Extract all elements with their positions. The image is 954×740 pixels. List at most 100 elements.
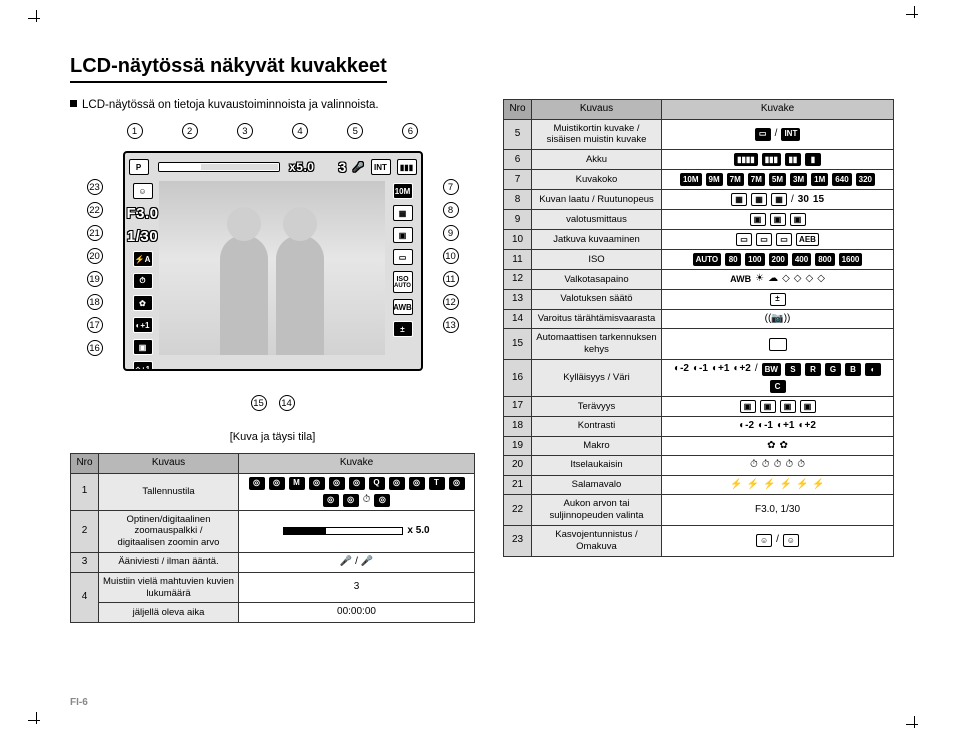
mode-icon: ◎ (409, 477, 425, 490)
cell-kuvaus: Kasvojentunnistus /Omakuva (532, 525, 662, 556)
cell-kuvake: ◎◎M◎◎◎Q◎◎T◎◎◎⏱◎ (239, 473, 475, 510)
lcd-photo (159, 181, 385, 355)
callout-number: 1 (127, 123, 143, 139)
left-reference-table: Nro Kuvaus Kuvake 1 Tallennustila ◎◎M◎◎◎… (70, 453, 475, 623)
mode-icon: 1M (811, 173, 828, 186)
cell-kuvaus: Kontrasti (532, 417, 662, 437)
cell-kuvaus: Varoitus tärähtämisvaarasta (532, 309, 662, 329)
metering-icon: ▣ (790, 213, 806, 226)
callout-number: 2 (182, 123, 198, 139)
icon-strip: ▮▮▮▮▮▮▮▮▮▮ (666, 153, 889, 166)
page-title: LCD-näytössä näkyvät kuvakkeet (70, 55, 387, 83)
sharpness-icon: ▣ (780, 400, 796, 413)
mode-icon: 320 (856, 173, 875, 186)
cell-nro: 11 (504, 250, 532, 270)
macro-icon: ✿ (767, 440, 775, 453)
timer-icon: ⏱ (750, 459, 758, 472)
table-row: 19 Makro ✿✿ (504, 436, 894, 456)
wb-icon: ☁ (768, 273, 778, 286)
cell-nro: 16 (504, 360, 532, 397)
memory-icon: INT (371, 159, 391, 175)
callout-number: 15 (251, 395, 267, 411)
callout-number: 10 (443, 248, 459, 264)
mode-icon: ± (770, 293, 786, 306)
lcd-screen: P x5.0 3 🎤 INT ▮▮▮ ☺ F3.0 1/30 ⚡A ⏱ ✿ ◐+… (123, 151, 423, 371)
mode-icon: P (129, 159, 149, 175)
mode-icon: ◎ (309, 477, 325, 490)
wb-icon: ☀ (755, 273, 764, 286)
cell-nro: 22 (504, 495, 532, 526)
cell-nro: 6 (504, 150, 532, 170)
icon-strip: ✿✿ (666, 440, 889, 453)
table-row: 2 Optinen/digitaalinen zoomauspalkki /di… (71, 510, 475, 553)
quality-icon: ▦ (393, 205, 413, 221)
battery-icon: ▮▮▮ (397, 159, 417, 175)
cell-nro: 20 (504, 456, 532, 476)
cropmark-icon (28, 10, 46, 28)
metering-icon: ▣ (393, 227, 413, 243)
zoom-label: x 5.0 (407, 525, 429, 538)
timer-icon: ⏱ (363, 494, 371, 507)
mode-icon: 3M (790, 173, 807, 186)
cell-kuvake: ⚡⚡⚡⚡⚡⚡ (662, 475, 894, 495)
icon-strip: AWB☀☁◇◇◇◇ (666, 273, 889, 286)
mode-icon: 80 (725, 253, 741, 266)
table-row: jäljellä oleva aika 00:00:00 (71, 603, 475, 623)
th-nro: Nro (504, 100, 532, 120)
drive-icon: ▭ (776, 233, 792, 246)
table-header-row: Nro Kuvaus Kuvake (71, 454, 475, 474)
callout-number: 8 (443, 202, 459, 218)
cell-kuvaus: jäljellä oleva aika (99, 603, 239, 623)
cell-kuvake: F3.0, 1/30 (662, 495, 894, 526)
mode-icon: ▭ (755, 128, 771, 141)
mode-icon: ◎ (269, 477, 285, 490)
mode-icon: 7M (748, 173, 765, 186)
cell-kuvake (662, 329, 894, 360)
icon-strip: ▦▦▦/3015 (666, 193, 889, 206)
table-row: 17 Terävyys ▣▣▣▣ (504, 397, 894, 417)
right-reference-table: Nro Kuvaus Kuvake 5 Muistikortin kuvake … (503, 99, 894, 557)
cell-nro: 19 (504, 436, 532, 456)
callout-row-top: 1 2 3 4 5 6 (83, 123, 463, 139)
table-row: 23 Kasvojentunnistus /Omakuva ☺/☺ (504, 525, 894, 556)
cell-kuvake: 00:00:00 (239, 603, 475, 623)
level-icon: ◐-2 (674, 363, 689, 376)
mode-icon: G (825, 363, 841, 376)
cell-kuvake: x 5.0 (239, 510, 475, 553)
cell-kuvake: ☺/☺ (662, 525, 894, 556)
icon-strip: ▣▣▣ (666, 213, 889, 226)
flash-icon: ⚡ (796, 479, 808, 492)
table-row: 14 Varoitus tärähtämisvaarasta ((📷)) (504, 309, 894, 329)
drive-icon: ▭ (756, 233, 772, 246)
callout-number: 12 (443, 294, 459, 310)
icon-strip: ((📷)) (666, 313, 889, 326)
size-icon: 10M (393, 183, 413, 199)
cell-kuvake: ▭▭▭AEB (662, 230, 894, 250)
left-column: LCD-näytössä on tietoja kuvaustoiminnois… (70, 99, 475, 623)
drive-icon: AEB (796, 233, 819, 246)
icon-strip (666, 338, 889, 351)
callout-number: 18 (87, 294, 103, 310)
face-detect-icon: ☺ (133, 183, 153, 199)
cell-nro: 2 (71, 510, 99, 553)
macro-icon: ✿ (780, 440, 788, 453)
mode-icon: 800 (815, 253, 834, 266)
zoom-strip: x 5.0 (243, 525, 470, 538)
mode-icon: ◎ (449, 477, 465, 490)
callout-number: 21 (87, 225, 103, 241)
th-kuvaus: Kuvaus (99, 454, 239, 474)
lcd-topbar: P x5.0 3 🎤 INT ▮▮▮ (129, 157, 417, 177)
cell-kuvaus: Tallennustila (99, 473, 239, 510)
mode-icon: C (770, 380, 786, 393)
table-row: 16 Kylläisyys / Väri ◐-2◐-1◐+1◐+2/BWSRGB… (504, 360, 894, 397)
table-row: 7 Kuvakoko 10M9M7M7M5M3M1M640320 (504, 170, 894, 190)
cell-kuvake: AWB☀☁◇◇◇◇ (662, 270, 894, 290)
cell-kuvaus: ISO (532, 250, 662, 270)
cropmark-icon (906, 6, 924, 24)
icon-strip: ± (666, 293, 889, 306)
icon-text: F3.0, 1/30 (755, 504, 800, 515)
cell-nro: 1 (71, 473, 99, 510)
table-header-row: Nro Kuvaus Kuvake (504, 100, 894, 120)
level-icon: ◐+1 (777, 420, 794, 433)
mode-icon: ◎ (374, 494, 390, 507)
